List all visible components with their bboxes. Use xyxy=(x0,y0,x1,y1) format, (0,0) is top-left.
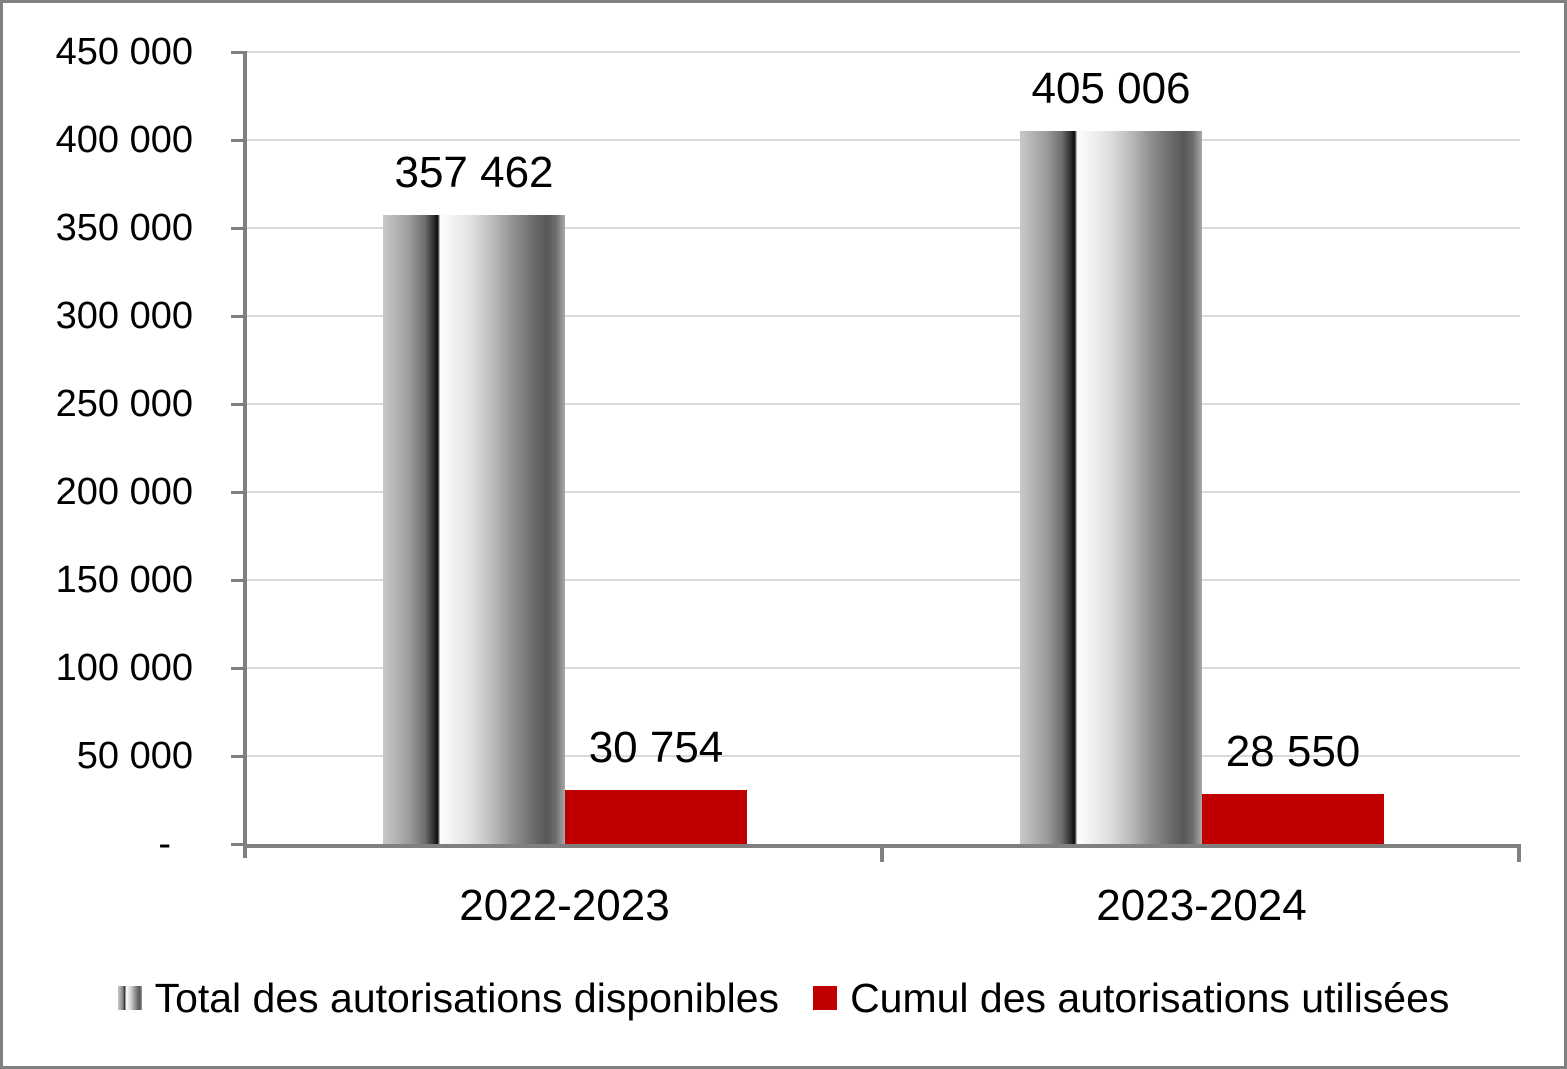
bar-value-label: 28 550 xyxy=(1225,727,1361,776)
y-tick-label: 250 000 xyxy=(55,383,193,425)
y-gridline xyxy=(246,139,1520,141)
y-axis-tick xyxy=(231,579,247,582)
legend-swatch-gray-cylinder xyxy=(117,986,142,1010)
y-gridline xyxy=(246,667,1520,669)
gray-bar xyxy=(1020,131,1202,844)
y-axis-tick xyxy=(231,843,247,846)
red-bar xyxy=(1202,794,1384,844)
y-axis-tick xyxy=(231,403,247,406)
y-tick-label: - xyxy=(158,823,171,865)
y-axis-tick xyxy=(231,51,247,54)
gray-bar xyxy=(383,215,565,844)
legend-item: Total des autorisations disponibles xyxy=(117,973,780,1023)
y-gridline xyxy=(246,491,1520,493)
bar-value-label: 357 462 xyxy=(394,148,554,197)
y-tick-label: 300 000 xyxy=(55,295,193,337)
y-gridline xyxy=(246,227,1520,229)
y-gridline xyxy=(246,403,1520,405)
legend-swatch-red xyxy=(813,986,838,1010)
legend-label: Total des autorisations disponibles xyxy=(154,975,780,1021)
y-gridline xyxy=(246,315,1520,317)
y-tick-label: 150 000 xyxy=(55,559,193,601)
y-gridline xyxy=(246,51,1520,53)
x-axis-tick xyxy=(880,844,884,862)
y-axis-line xyxy=(243,52,247,858)
bar-value-label: 405 006 xyxy=(1031,64,1191,113)
y-axis-tick xyxy=(231,667,247,670)
y-tick-label: 450 000 xyxy=(55,31,193,73)
bar-value-label: 30 754 xyxy=(588,723,724,772)
y-axis-tick xyxy=(231,755,247,758)
y-tick-label: 400 000 xyxy=(55,119,193,161)
legend-label: Cumul des autorisations utilisées xyxy=(850,975,1450,1021)
x-axis-tick xyxy=(1517,844,1521,862)
y-tick-label: 50 000 xyxy=(76,735,193,777)
y-gridline xyxy=(246,579,1520,581)
legend-item: Cumul des autorisations utilisées xyxy=(813,973,1449,1023)
y-axis-tick xyxy=(231,227,247,230)
category-label: 2023-2024 xyxy=(1096,881,1307,930)
y-axis-tick xyxy=(231,315,247,318)
y-tick-label: 350 000 xyxy=(55,207,193,249)
y-tick-label: 200 000 xyxy=(55,471,193,513)
red-bar xyxy=(565,790,747,844)
y-axis-tick xyxy=(231,139,247,142)
y-tick-label: 100 000 xyxy=(55,647,193,689)
chart-legend: Total des autorisations disponibles Cumul… xyxy=(3,973,1564,1023)
y-axis-tick xyxy=(231,491,247,494)
y-gridline xyxy=(246,755,1520,757)
category-label: 2022-2023 xyxy=(459,881,670,930)
